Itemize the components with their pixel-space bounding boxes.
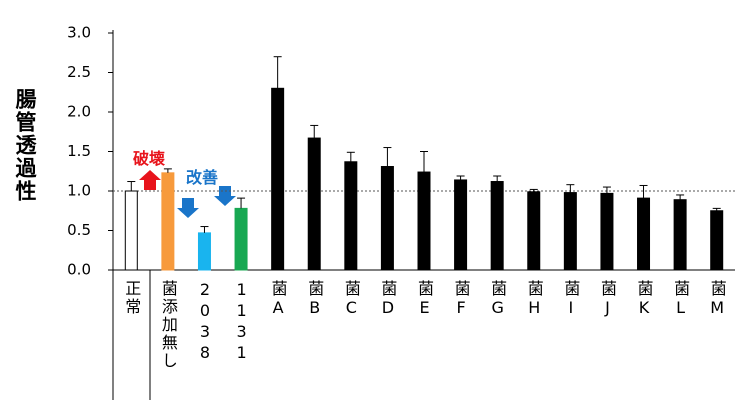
- bar: [527, 191, 541, 271]
- error-bar: [163, 168, 172, 173]
- error-bar: [420, 151, 428, 173]
- bar: [380, 166, 394, 271]
- error-bar: [529, 188, 538, 192]
- x-tick-label: 菌B: [305, 280, 325, 319]
- error-bar: [566, 184, 575, 193]
- error-bar: [200, 226, 209, 233]
- error-bar: [127, 181, 136, 191]
- error-bar: [676, 194, 685, 200]
- y-tick-label: 2.0: [67, 103, 91, 121]
- x-tick-label: 2038: [195, 280, 215, 364]
- x-tick-label: 菌F: [451, 280, 471, 319]
- x-tick-label: 菌D: [378, 280, 398, 319]
- bar: [673, 199, 687, 271]
- bar: [307, 137, 321, 271]
- annotation: 改善: [186, 168, 219, 187]
- error-bar: [456, 175, 465, 180]
- bar: [454, 179, 468, 271]
- down-arrow: [214, 186, 236, 206]
- error-bar: [602, 186, 611, 194]
- bar: [234, 207, 248, 271]
- x-tick-label: 菌A: [268, 280, 288, 319]
- bar: [124, 190, 138, 271]
- error-bar: [273, 56, 282, 89]
- x-tick-label: 菌K: [634, 280, 654, 319]
- bar: [490, 181, 504, 271]
- bar: [417, 171, 431, 271]
- bar: [600, 192, 614, 271]
- error-bar: [383, 147, 392, 167]
- x-tick-label: 正常: [122, 280, 142, 316]
- y-tick-label: 0.5: [67, 221, 91, 239]
- x-tick-label: 菌I: [561, 280, 581, 319]
- bar: [637, 197, 651, 271]
- y-tick-label: 3.0: [67, 24, 91, 42]
- bar: [197, 232, 211, 271]
- x-tick-label: 菌H: [524, 280, 544, 319]
- error-bar: [639, 184, 648, 199]
- y-tick-label: 2.5: [67, 63, 91, 81]
- bar: [161, 172, 175, 271]
- x-tick-label: 菌C: [341, 280, 361, 319]
- y-tick-label: 1.0: [67, 182, 91, 200]
- x-tick-label: 菌J: [597, 280, 617, 319]
- x-tick-label: 菌M: [707, 280, 727, 319]
- x-tick-label: 菌E: [415, 280, 434, 319]
- bar: [710, 210, 724, 271]
- y-tick-label: 0.0: [67, 261, 91, 279]
- down-arrow: [177, 198, 199, 218]
- up-arrow: [139, 170, 161, 190]
- error-bar: [346, 151, 355, 162]
- x-tick-label: 菌L: [671, 280, 691, 319]
- y-tick-label: 1.5: [67, 142, 91, 160]
- x-tick-label: 菌G: [488, 280, 508, 319]
- bar: [344, 161, 358, 271]
- y-axis-label: 腸管透過性: [13, 88, 37, 203]
- error-bar: [237, 197, 246, 209]
- bar: [271, 87, 285, 271]
- x-tick-label: 菌添加無し: [158, 280, 178, 370]
- error-bar: [712, 207, 721, 211]
- error-bar: [310, 124, 319, 139]
- x-tick-label: 1131: [232, 280, 252, 364]
- bar: [563, 192, 577, 271]
- error-bar: [493, 175, 502, 182]
- annotation: 破壊: [133, 149, 166, 168]
